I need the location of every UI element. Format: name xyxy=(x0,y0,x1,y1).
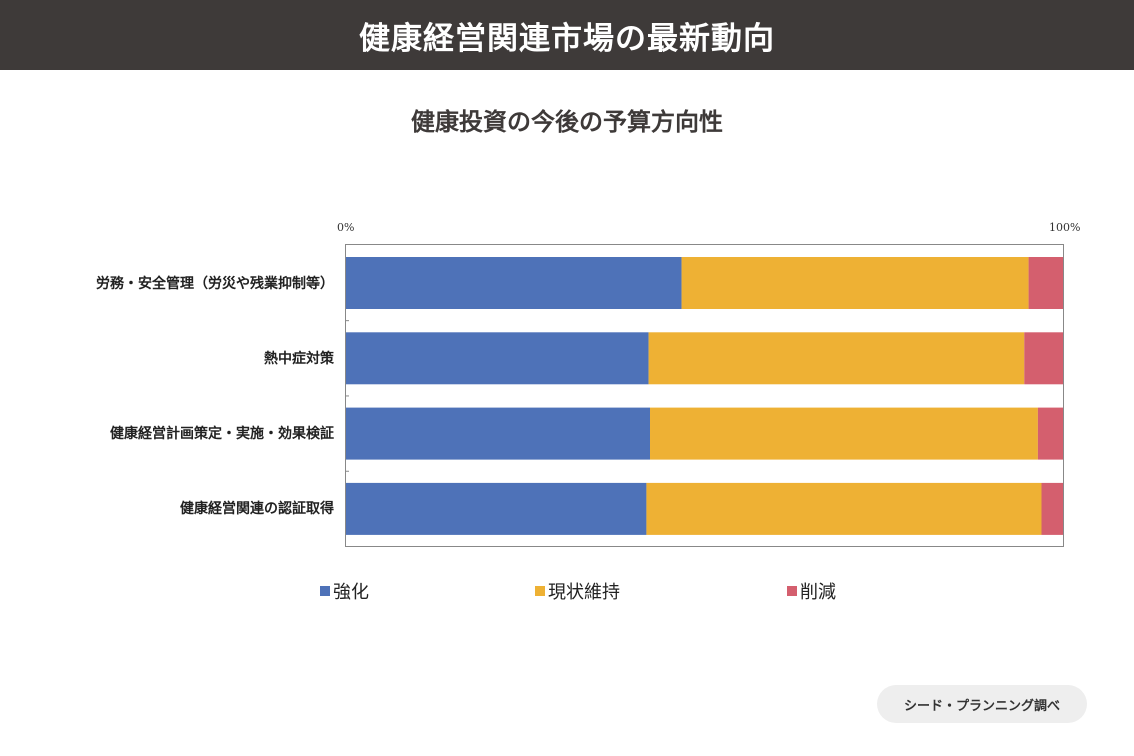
legend-label-2: 削減 xyxy=(800,582,836,603)
chart-title: 健康投資の今後の予算方向性 xyxy=(411,108,723,136)
bar-0-series-2 xyxy=(1028,257,1063,309)
bar-1-series-1 xyxy=(648,332,1025,385)
category-label-2: 健康経営計画策定・実施・効果検証 xyxy=(110,426,334,442)
source-label: シード・プランニング調べ xyxy=(903,698,1060,714)
bar-1-series-0 xyxy=(346,332,649,385)
bar-3-series-0 xyxy=(346,482,647,535)
legend-swatch-1 xyxy=(535,586,545,596)
legend-item-2: 削減 xyxy=(787,578,836,604)
bar-0-series-0 xyxy=(346,257,682,309)
bar-2-series-1 xyxy=(650,407,1038,460)
legend-item-1: 現状維持 xyxy=(535,578,620,604)
category-label-3: 健康経営関連の認証取得 xyxy=(180,501,334,517)
category-label-1: 熱中症対策 xyxy=(264,351,334,367)
category-label-0: 労務・安全管理（労災や残業抑制等） xyxy=(96,276,334,292)
page-title: 健康経営関連市場の最新動向 xyxy=(359,20,775,57)
bar-2-series-0 xyxy=(346,407,651,460)
x-tick-label-100: 100% xyxy=(1049,221,1081,234)
legend-label-1: 現状維持 xyxy=(548,582,620,603)
bar-1-series-2 xyxy=(1024,332,1063,385)
x-tick-label-0: 0% xyxy=(337,221,355,234)
bar-2-series-2 xyxy=(1037,407,1063,460)
legend-label-0: 強化 xyxy=(333,582,369,603)
legend-item-0: 強化 xyxy=(320,578,369,604)
source-badge: シード・プランニング調べ xyxy=(877,685,1087,723)
bar-3-series-1 xyxy=(646,482,1042,535)
legend-swatch-2 xyxy=(787,586,797,596)
bar-3-series-2 xyxy=(1041,482,1063,535)
legend-swatch-0 xyxy=(320,586,330,596)
page-header: 健康経営関連市場の最新動向 xyxy=(0,0,1134,70)
bar-group xyxy=(345,257,1063,535)
bar-0-series-1 xyxy=(681,257,1029,309)
